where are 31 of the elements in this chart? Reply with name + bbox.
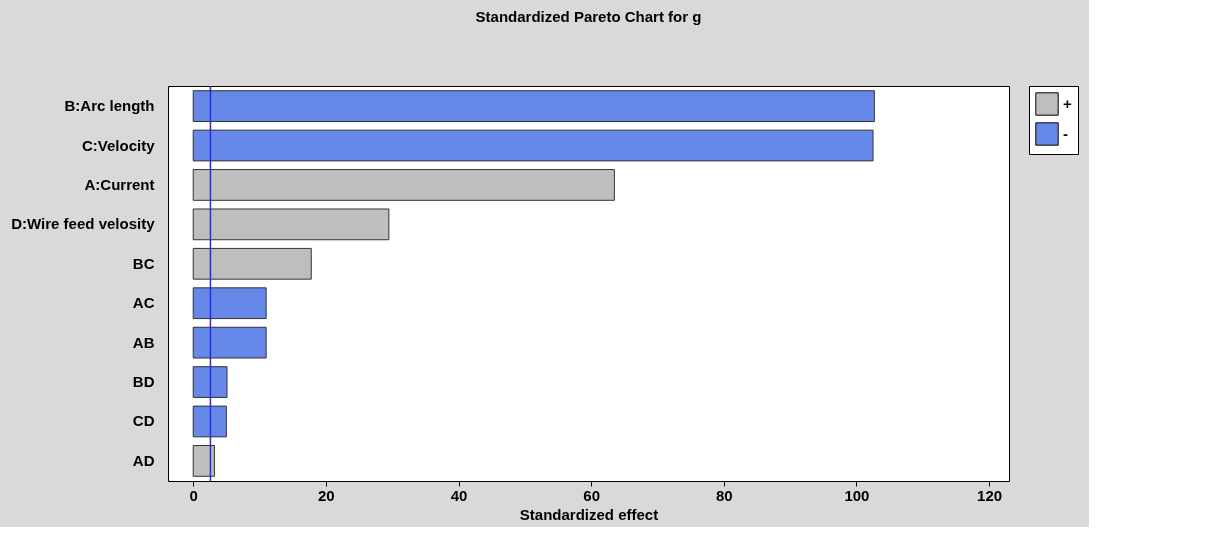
y-tick-label: B:Arc length [64,97,155,115]
x-tick-label: 120 [977,486,1003,504]
y-tick-label: AB [132,333,155,351]
bar [192,405,227,438]
y-tick-label: CD [132,412,155,430]
legend-label: - [1063,125,1068,142]
chart-title: Standardized Pareto Chart for g [475,8,702,26]
x-tick-label: 20 [318,486,335,504]
y-tick-label: BD [132,373,155,391]
x-tick-label: 80 [715,486,733,504]
bar [192,90,875,122]
bar [192,287,267,320]
y-tick-label: D:Wire feed velosity [11,215,156,233]
bar [192,445,215,477]
x-axis-title: Standardized effect [519,505,659,523]
x-tick-label: 0 [189,486,198,504]
x-tick-label: 100 [844,486,870,504]
bar [192,208,390,241]
legend-label: + [1063,95,1072,112]
bar [192,129,874,162]
bar [192,247,312,280]
bar [192,366,228,398]
y-tick-label: BC [132,254,155,272]
x-tick-label: 40 [450,486,468,504]
y-tick-label: AC [132,294,155,312]
bar [192,169,615,201]
y-tick-label: C:Velocity [81,136,156,154]
y-tick-label: A:Current [84,175,155,193]
y-tick-label: AD [132,451,155,469]
x-tick-label: 60 [583,486,600,504]
bar [192,326,267,359]
